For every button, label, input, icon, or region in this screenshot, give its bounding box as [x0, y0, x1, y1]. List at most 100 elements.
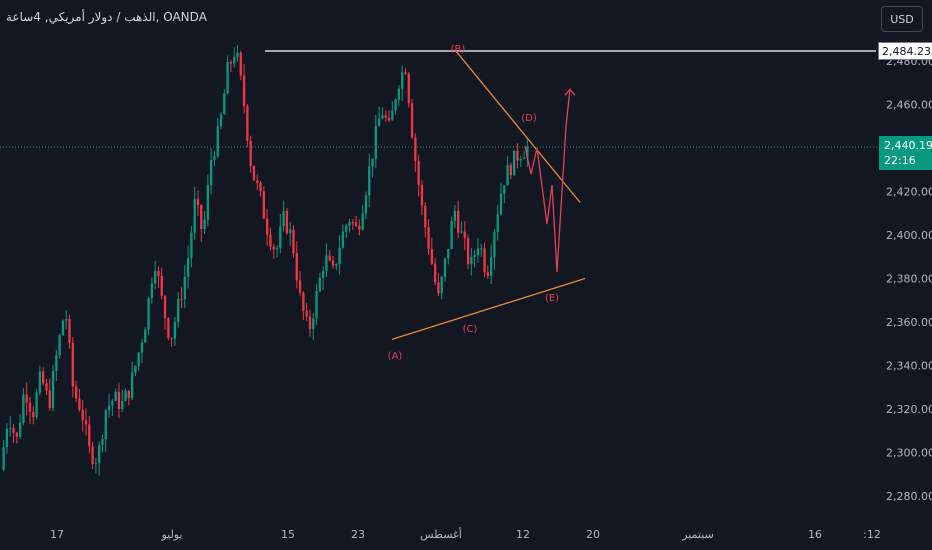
candle-body: [335, 263, 338, 266]
candle-body: [374, 126, 377, 159]
candle-body: [65, 319, 68, 321]
candle-body: [493, 232, 496, 258]
candle-body: [121, 400, 124, 409]
candle-body: [470, 257, 473, 265]
candle-body: [74, 386, 78, 399]
candle-body: [173, 322, 177, 339]
candle-body: [292, 229, 295, 254]
candle-body: [219, 114, 223, 127]
candle-body: [308, 316, 312, 330]
candle-body: [450, 220, 453, 250]
candle-body: [180, 298, 183, 300]
y-tick-label: 2,340.000: [886, 360, 932, 373]
x-tick-label: 17: [50, 528, 64, 541]
candle-body: [269, 234, 272, 247]
y-tick-label: 2,380.000: [886, 273, 932, 286]
candle-body: [453, 210, 457, 221]
candle-body: [397, 88, 401, 100]
candle-body: [437, 282, 440, 294]
candle-body: [328, 255, 331, 261]
candle-body: [223, 93, 226, 115]
candle-body: [157, 270, 160, 276]
symbol-title[interactable]: الذهب / دولار أمريكي, 4ساعة, OANDA: [6, 10, 207, 24]
y-tick-label: 2,420.000: [886, 186, 932, 199]
y-tick-label: 2,300.000: [886, 447, 932, 460]
candle-body: [101, 438, 104, 446]
y-tick-label: 2,360.000: [886, 316, 932, 329]
candle-body: [35, 392, 38, 418]
bar-countdown: 22:16: [884, 154, 916, 167]
candle-body: [154, 270, 157, 284]
candle-body: [447, 249, 450, 259]
candle-body: [167, 318, 170, 338]
candles: [2, 45, 529, 476]
candle-body: [226, 62, 229, 94]
currency-button[interactable]: USD: [881, 6, 923, 32]
upper-trendline[interactable]: [454, 49, 581, 203]
candle-body: [321, 271, 325, 278]
time-axis[interactable]: 17 يوليو 15 23 أغسطس 12 20 سبتمبر 16:12: [50, 527, 881, 541]
candle-body: [516, 150, 519, 161]
candle-body: [111, 400, 114, 406]
candle-body: [457, 210, 460, 233]
x-tick-label: 15: [281, 528, 295, 541]
candle-body: [239, 53, 242, 76]
wave-label: (E): [545, 293, 559, 304]
candle-body: [177, 298, 180, 323]
y-tick-label: 2,280.000: [886, 490, 932, 503]
candle-body: [256, 180, 259, 183]
candle-body: [443, 258, 447, 277]
candle-body: [15, 432, 18, 437]
candle-body: [407, 73, 410, 104]
candle-body: [107, 405, 111, 411]
candle-body: [150, 283, 154, 299]
candle-body: [229, 62, 233, 64]
candle-body: [513, 150, 516, 176]
lower-trendline[interactable]: [391, 277, 586, 341]
candle-body: [315, 291, 318, 319]
candle-body: [78, 398, 81, 410]
candle-body: [295, 253, 298, 281]
candle-body: [361, 213, 364, 230]
candle-body: [279, 226, 282, 249]
candle-body: [25, 394, 28, 403]
candle-body: [216, 126, 219, 157]
candle-body: [51, 371, 55, 408]
candle-body: [88, 424, 91, 447]
candle-body: [28, 402, 32, 412]
candle-body: [503, 185, 506, 194]
candle-body: [509, 164, 513, 176]
candle-body: [404, 72, 407, 74]
candle-body: [71, 342, 74, 387]
candle-body: [298, 280, 302, 293]
current-price-tag: 2,440.190 22:16: [879, 136, 932, 170]
y-tick-label: 2,400.000: [886, 229, 932, 242]
candle-body: [147, 298, 150, 330]
pattern-drawings[interactable]: [391, 49, 586, 341]
candle-body: [45, 383, 48, 391]
candle-body: [200, 205, 203, 230]
price-axis[interactable]: 2,280.000 2,300.000 2,320.000 2,340.000 2,36…: [886, 55, 932, 503]
candle-body: [252, 165, 256, 181]
candle-body: [285, 211, 289, 234]
candle-body: [417, 161, 420, 185]
candle-body: [473, 255, 476, 258]
candle-body: [5, 428, 9, 448]
candle-body: [249, 140, 252, 166]
candle-body: [427, 227, 430, 250]
candle-body: [104, 410, 107, 439]
candle-body: [134, 365, 137, 373]
candle-body: [246, 106, 249, 141]
candle-body: [420, 184, 424, 206]
candle-body: [259, 182, 262, 192]
projection-arrow-icon: [564, 88, 576, 96]
candle-body: [358, 225, 361, 230]
candle-body: [18, 423, 22, 437]
candle-body: [345, 225, 348, 232]
candle-body: [213, 156, 216, 160]
projection-path[interactable]: [524, 89, 571, 273]
candle-body: [302, 292, 305, 311]
candle-body: [282, 211, 285, 227]
x-tick-label: 20: [586, 528, 600, 541]
